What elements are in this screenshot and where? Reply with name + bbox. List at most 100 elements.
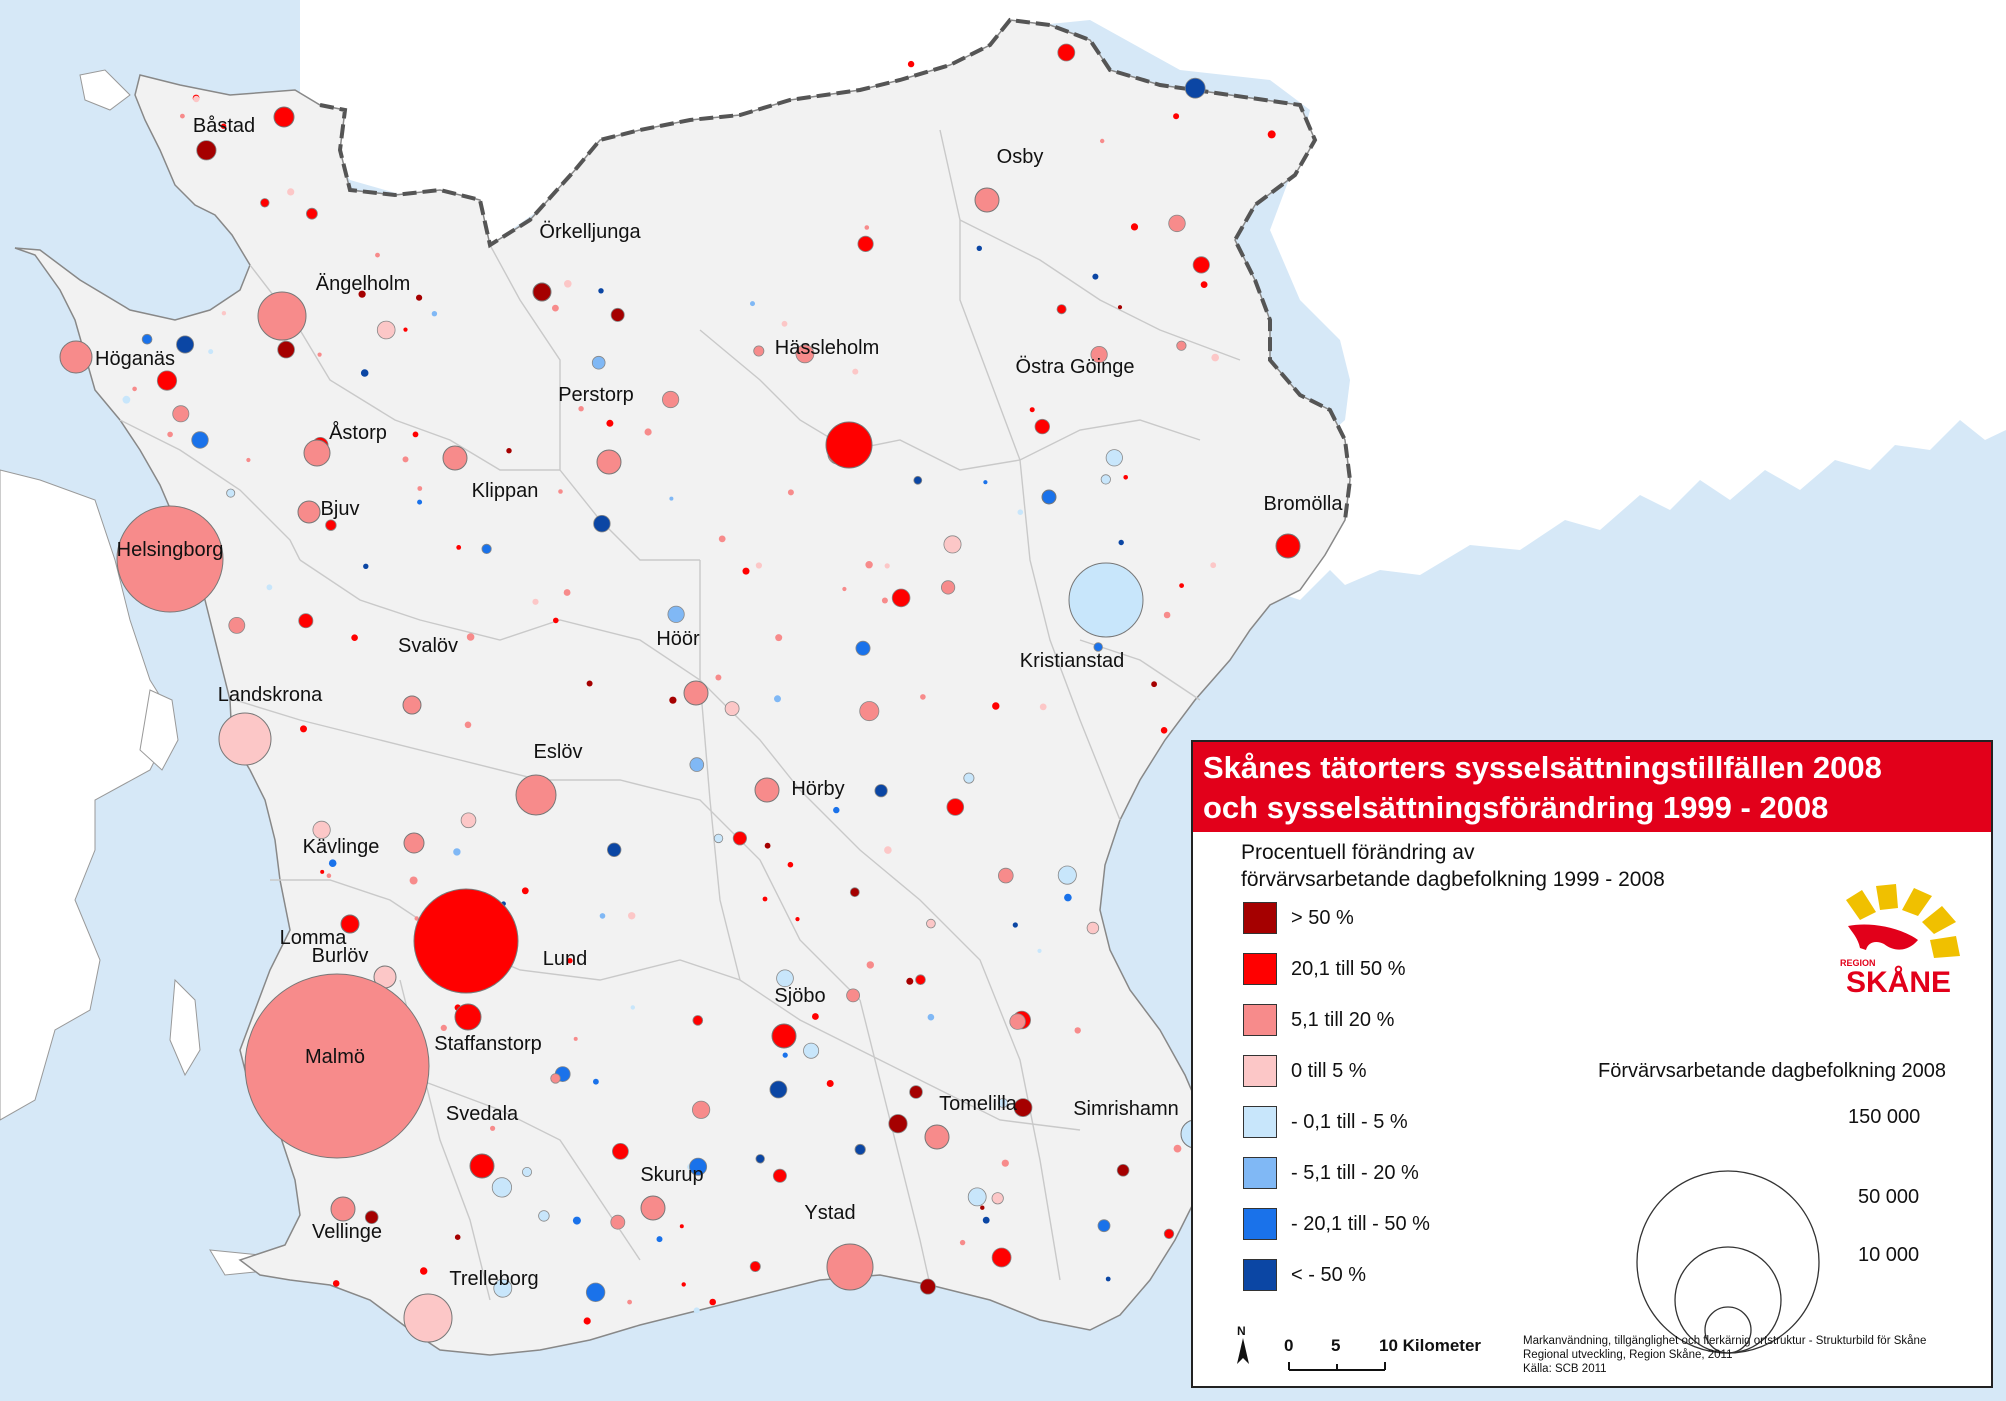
minor-settlement-marker — [926, 918, 936, 929]
minor-settlement-marker — [864, 225, 870, 230]
legend-swatch — [1243, 1055, 1277, 1087]
place-label: Malmö — [305, 1046, 365, 1068]
minor-settlement-marker — [176, 335, 195, 354]
minor-settlement-marker — [1184, 77, 1206, 99]
legend-class-row: 0 till 5 % — [1243, 1053, 1367, 1089]
minor-settlement-marker — [578, 406, 584, 412]
minor-settlement-marker — [854, 1143, 866, 1156]
minor-settlement-marker — [692, 1015, 704, 1026]
minor-settlement-marker — [1123, 475, 1128, 480]
place-marker — [244, 973, 430, 1159]
north-label: N — [1237, 1324, 1246, 1338]
logo-region-text: REGION — [1840, 958, 1876, 968]
minor-settlement-marker — [312, 820, 331, 840]
minor-settlement-marker — [1001, 1159, 1009, 1167]
minor-settlement-marker — [774, 695, 781, 703]
place-marker — [771, 1023, 797, 1049]
legend-class-label: - 20,1 till - 50 % — [1291, 1212, 1430, 1235]
minor-settlement-marker — [156, 370, 178, 391]
minor-settlement-marker — [572, 1216, 581, 1225]
minor-settlement-marker — [1267, 130, 1276, 139]
minor-settlement-marker — [1151, 681, 1157, 688]
minor-settlement-marker — [681, 1282, 686, 1287]
place-label: Eslöv — [534, 741, 583, 763]
place-label: Kristianstad — [1020, 650, 1125, 672]
scale-tick-5: 5 — [1331, 1336, 1341, 1355]
legend-swatch — [1243, 1106, 1277, 1138]
minor-settlement-marker — [709, 1298, 716, 1306]
minor-settlement-marker — [228, 617, 246, 634]
minor-settlement-marker — [913, 475, 923, 485]
minor-settlement-marker — [732, 831, 748, 846]
minor-settlement-marker — [1211, 353, 1219, 362]
minor-settlement-marker — [1130, 223, 1139, 231]
minor-settlement-marker — [196, 140, 217, 161]
minor-settlement-marker — [976, 245, 982, 251]
minor-settlement-marker — [630, 1005, 635, 1010]
minor-settlement-marker — [567, 958, 573, 964]
minor-settlement-marker — [193, 95, 200, 103]
minor-settlement-marker — [803, 1042, 820, 1059]
scale-tick-10: 10 Kilometer — [1379, 1336, 1482, 1355]
scale-graphic — [1237, 1338, 1386, 1371]
place-label: Ängelholm — [316, 273, 411, 295]
place-label: Tomelilla — [939, 1093, 1018, 1115]
source-credits: Markanvändning, tillgänglighet och flerk… — [1523, 1334, 1993, 1376]
size-circle-10000 — [1704, 1306, 1752, 1354]
legend-title-line1: Skånes tätorters sysselsättningstillfäll… — [1203, 750, 1882, 785]
place-marker — [826, 1243, 874, 1291]
minor-settlement-marker — [208, 349, 214, 355]
size-label-50000: 50 000 — [1858, 1186, 1920, 1208]
minor-settlement-marker — [1039, 703, 1047, 711]
legend-class-label: - 0,1 till - 5 % — [1291, 1110, 1408, 1133]
place-marker — [442, 445, 468, 471]
minor-settlement-marker — [749, 1261, 761, 1273]
island — [79, 69, 131, 111]
minor-settlement-marker — [538, 1210, 550, 1222]
legend-subtitle: Procentuell förändring av förvärvsarbeta… — [1241, 839, 1761, 893]
minor-settlement-marker — [456, 545, 462, 550]
place-label: Hörby — [791, 778, 844, 800]
minor-settlement-marker — [907, 60, 915, 68]
place-label: Lund — [543, 948, 588, 970]
minor-settlement-marker — [360, 369, 369, 377]
minor-settlement-marker — [980, 1205, 985, 1210]
minor-settlement-marker — [332, 1280, 340, 1287]
minor-settlement-marker — [755, 1154, 765, 1164]
minor-settlement-marker — [1163, 611, 1171, 619]
island — [139, 689, 179, 771]
minor-settlement-marker — [122, 395, 131, 404]
minor-settlement-marker — [599, 913, 606, 919]
minor-settlement-marker — [750, 301, 755, 307]
minor-settlement-marker — [753, 345, 765, 357]
legend-subtitle-line2: förvärvsarbetande dagbefolkning 1999 - 2… — [1241, 868, 1665, 891]
legend-subtitle-line1: Procentuell förändring av — [1241, 841, 1475, 864]
minor-settlement-marker — [305, 207, 318, 220]
size-legend-graphic — [1636, 1170, 1820, 1354]
minor-settlement-marker — [906, 977, 914, 985]
minor-settlement-marker — [691, 1100, 711, 1119]
minor-settlement-marker — [1092, 273, 1099, 280]
minor-settlement-marker — [669, 496, 674, 501]
minor-settlement-marker — [855, 640, 871, 656]
legend-class-row: 5,1 till 20 % — [1243, 1002, 1394, 1038]
minor-settlement-marker — [300, 725, 307, 733]
minor-settlement-marker — [246, 457, 251, 463]
minor-settlement-marker — [909, 1085, 923, 1099]
place-label: Kävlinge — [303, 836, 380, 858]
minor-settlement-marker — [812, 1013, 819, 1020]
minor-settlement-marker — [416, 294, 423, 301]
size-label-10000: 10 000 — [1858, 1244, 1920, 1266]
credits-line2: Regional utveckling, Region Skåne, 2011 — [1523, 1349, 1733, 1361]
minor-settlement-marker — [141, 333, 153, 345]
minor-settlement-marker — [490, 1125, 496, 1131]
minor-settlement-marker — [769, 1080, 788, 1099]
minor-settlement-marker — [781, 320, 788, 327]
minor-settlement-marker — [679, 1224, 684, 1229]
minor-settlement-marker — [884, 563, 890, 569]
minor-settlement-marker — [266, 584, 273, 591]
minor-settlement-marker — [795, 344, 815, 364]
legend-class-label: - 5,1 till - 20 % — [1291, 1161, 1419, 1184]
minor-settlement-marker — [1017, 509, 1024, 515]
minor-settlement-marker — [573, 1036, 578, 1041]
